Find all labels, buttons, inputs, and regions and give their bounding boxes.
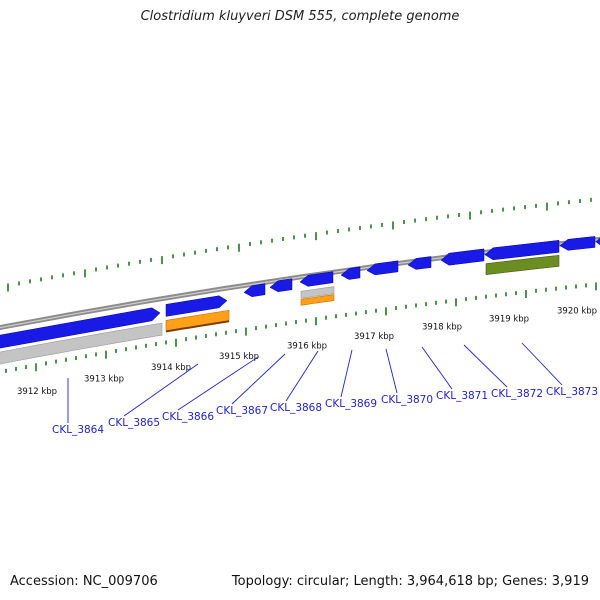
gene-label-ckl-3872[interactable]: CKL_3872 bbox=[491, 388, 543, 400]
gene-arrow-ckl-3865 bbox=[165, 295, 228, 317]
gene-arrow-ckl-3869 bbox=[340, 266, 361, 280]
gene-label-ckl-3868[interactable]: CKL_3868 bbox=[270, 402, 322, 414]
scale-tick-track bbox=[5, 282, 597, 373]
gene-label-ckl-3871[interactable]: CKL_3871 bbox=[436, 390, 488, 402]
small-orange-block bbox=[300, 294, 335, 306]
gene-label-ckl-3869[interactable]: CKL_3869 bbox=[325, 398, 377, 410]
gene-arrow-ckl-3864 bbox=[0, 307, 161, 349]
scale-label: 3912 kbp bbox=[17, 387, 57, 397]
gene-arrow-ckl-3866 bbox=[243, 283, 266, 297]
feature-track bbox=[0, 236, 600, 365]
scale-label: 3915 kbp bbox=[219, 352, 259, 362]
gene-labels: CKL_3864 CKL_3865 CKL_3866 CKL_3867 CKL_3868… bbox=[52, 342, 598, 436]
scale-label: 3917 kbp bbox=[354, 332, 394, 342]
gene-label-ckl-3873[interactable]: CKL_3873 bbox=[546, 386, 598, 398]
gene-leader-line bbox=[285, 350, 319, 402]
gene-label-ckl-3864[interactable]: CKL_3864 bbox=[52, 424, 104, 436]
gene-arrow-ckl-3871 bbox=[407, 256, 432, 270]
gene-label-ckl-3870[interactable]: CKL_3870 bbox=[381, 394, 433, 406]
small-gray-block bbox=[300, 286, 335, 299]
scale-labels: 3912 kbp 3913 kbp 3914 kbp 3915 kbp 3916 kbp… bbox=[17, 307, 597, 397]
gene-leader-line bbox=[123, 363, 199, 417]
scale-label: 3913 kbp bbox=[84, 375, 124, 385]
genome-title: Clostridium kluyveri DSM 555, complete g… bbox=[140, 9, 460, 24]
gene-leader-line bbox=[521, 342, 563, 386]
scale-label: 3918 kbp bbox=[422, 323, 462, 333]
gene-arrow-right-1 bbox=[559, 236, 596, 251]
gene-leader-line bbox=[463, 344, 508, 388]
gene-label-ckl-3865[interactable]: CKL_3865 bbox=[108, 417, 160, 429]
gene-arrow-ckl-3873 bbox=[484, 240, 560, 261]
gene-arrow-ckl-3867 bbox=[269, 278, 293, 292]
gene-leader-line bbox=[177, 356, 259, 411]
gene-label-ckl-3867[interactable]: CKL_3867 bbox=[216, 405, 268, 417]
scale-label: 3920 kbp bbox=[557, 307, 597, 317]
upper-tick-track bbox=[7, 197, 592, 292]
trna-block-edge bbox=[166, 320, 229, 333]
olive-block-ckl-3873 bbox=[485, 254, 560, 276]
gene-arrow-right-2 bbox=[595, 237, 600, 246]
rrna-block-ckl-3864 bbox=[0, 322, 163, 365]
gene-leader-line bbox=[385, 348, 398, 394]
scale-label: 3919 kbp bbox=[489, 314, 529, 324]
scale-label: 3914 kbp bbox=[151, 363, 191, 373]
gene-leader-line bbox=[421, 346, 453, 390]
gene-leader-line bbox=[231, 353, 286, 405]
gene-arrow-ckl-3868 bbox=[299, 271, 334, 287]
accession-text: Accession: NC_009706 bbox=[10, 574, 158, 589]
gene-label-ckl-3866[interactable]: CKL_3866 bbox=[162, 411, 214, 423]
genome-summary-text: Topology: circular; Length: 3,964,618 bp… bbox=[231, 574, 589, 589]
scale-label: 3916 kbp bbox=[287, 341, 327, 351]
gene-arrow-ckl-3872 bbox=[440, 248, 485, 266]
gene-leader-line bbox=[340, 349, 353, 398]
gene-arrow-ckl-3870 bbox=[366, 260, 399, 276]
